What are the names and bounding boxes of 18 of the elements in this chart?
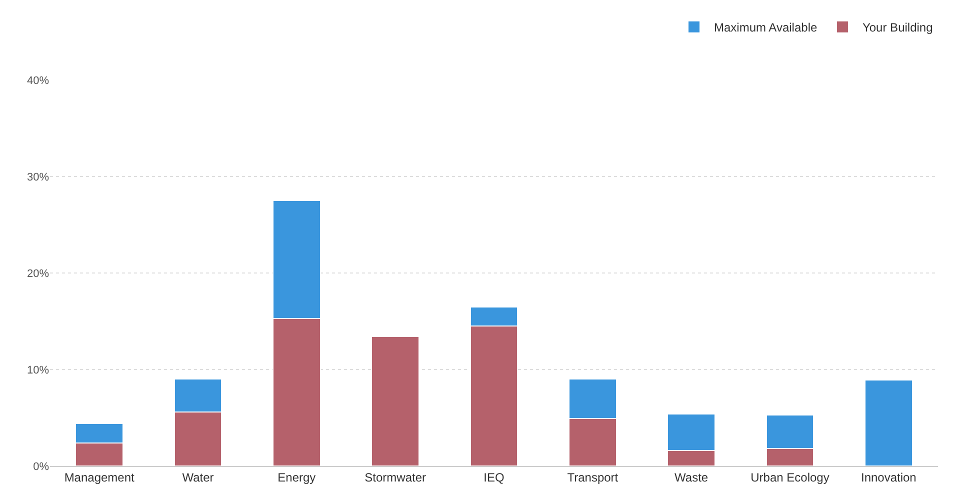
x-tick-label: Water	[182, 470, 214, 484]
legend-label: Your Building	[862, 20, 933, 35]
x-tick-label: Urban Ecology	[750, 470, 830, 484]
bar	[371, 336, 420, 466]
y-tick-label: 0%	[33, 460, 50, 473]
x-tick-label: IEQ	[484, 470, 504, 484]
x-tick-label: Management	[64, 470, 136, 484]
x-tick-label: Innovation	[860, 470, 916, 484]
y-tick-label: 10%	[26, 364, 50, 376]
x-tick-label: Waste	[674, 470, 708, 484]
bar	[864, 380, 913, 466]
y-tick-label: 40%	[26, 74, 50, 87]
x-tick-label: Energy	[278, 470, 316, 484]
x-tick-label: Stormwater	[364, 470, 426, 484]
y-tick-label: 30%	[26, 171, 50, 184]
x-tick-label: Transport	[567, 470, 619, 484]
legend-label: Maximum Available	[714, 20, 818, 35]
y-tick-label: 20%	[26, 268, 50, 280]
